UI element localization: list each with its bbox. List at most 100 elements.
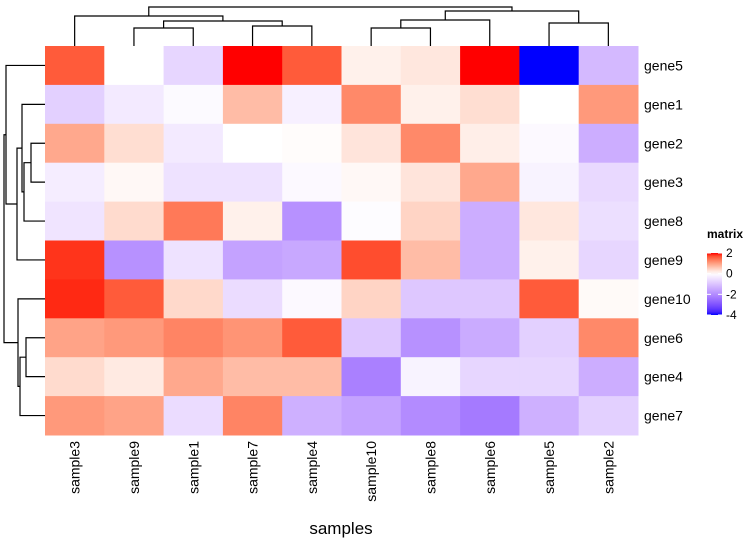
heatmap-cell xyxy=(400,123,461,164)
heatmap-cell xyxy=(104,240,165,280)
heatmap-cell xyxy=(163,240,224,280)
dendrogram-branch xyxy=(133,27,194,46)
dendrogram-branch xyxy=(21,103,45,193)
heatmap-cell xyxy=(460,201,520,241)
heatmap-cell xyxy=(460,162,520,203)
heatmap-cell xyxy=(45,318,105,358)
column-label: sample4 xyxy=(304,441,320,494)
dendrogram-branch xyxy=(3,134,18,344)
row-label: gene2 xyxy=(644,135,683,151)
legend-title: matrix xyxy=(707,227,743,241)
heatmap-cell xyxy=(341,201,402,241)
heatmap-cell xyxy=(282,279,342,319)
dendrogram-branch xyxy=(163,20,283,28)
heatmap-cell xyxy=(45,123,105,164)
heatmap-cell xyxy=(400,46,461,86)
heatmap-cell xyxy=(400,396,461,436)
column-dendrogram xyxy=(74,6,609,46)
dendrogram-branch xyxy=(370,27,432,46)
heatmap-cell xyxy=(45,84,105,125)
heatmap-cell xyxy=(163,162,224,203)
heatmap-cell xyxy=(222,123,283,164)
heatmap-cell xyxy=(400,240,461,280)
heatmap-cell xyxy=(282,240,342,280)
row-dendrogram xyxy=(3,64,45,417)
legend-tick-label: -2 xyxy=(726,287,737,301)
dendrogram-branch xyxy=(251,25,313,46)
heatmap-cell xyxy=(45,396,105,436)
heatmap-cell xyxy=(578,162,639,203)
heatmap-cell xyxy=(341,240,402,280)
heatmap-cell xyxy=(519,123,580,164)
heatmap-cell xyxy=(341,123,402,164)
heatmap-cell xyxy=(341,279,402,319)
heatmap-cell xyxy=(45,201,105,241)
heatmap-cell xyxy=(341,84,402,125)
heatmap-cell xyxy=(519,84,580,125)
column-labels: sample3 sample9 sample1 sample7 sample4 sampl… xyxy=(67,441,617,502)
heatmap-cell xyxy=(163,46,224,86)
heatmap-cell xyxy=(104,123,165,164)
column-label: sample5 xyxy=(541,441,557,494)
heatmap-cell xyxy=(163,396,224,436)
heatmap-cell xyxy=(163,201,224,241)
heatmap-cell xyxy=(519,201,580,241)
heatmap-cell xyxy=(460,84,520,125)
heatmap-cell xyxy=(282,162,342,203)
heatmap-cell xyxy=(163,84,224,125)
heatmap-cell xyxy=(222,162,283,203)
heatmap-cell xyxy=(104,46,165,86)
heatmap-cell xyxy=(163,123,224,164)
heatmap-cell xyxy=(460,240,520,280)
row-label: gene3 xyxy=(644,174,683,190)
heatmap-cell xyxy=(519,396,580,436)
legend-tick-label: 0 xyxy=(726,267,733,281)
heatmap-cell xyxy=(578,318,639,358)
dendrogram-branch xyxy=(30,142,45,183)
column-label: sample9 xyxy=(126,441,142,494)
heatmap-cell xyxy=(341,162,402,203)
heatmap-cell xyxy=(400,201,461,241)
dendrogram-branch xyxy=(5,64,45,205)
row-label: gene4 xyxy=(644,369,683,385)
heatmap-cell xyxy=(578,46,639,86)
heatmap-cell xyxy=(282,357,342,397)
heatmap-cell xyxy=(519,240,580,280)
heatmap-cell xyxy=(460,396,520,436)
heatmap-cell xyxy=(282,396,342,436)
heatmap-cell xyxy=(104,318,165,358)
legend-color-bar xyxy=(707,253,722,315)
heatmap-cell xyxy=(163,357,224,397)
heatmap-cell xyxy=(222,46,283,86)
row-label: gene5 xyxy=(644,57,683,73)
dendrogram-branch xyxy=(400,19,491,46)
row-label: gene1 xyxy=(644,96,683,112)
column-label: sample7 xyxy=(245,441,261,494)
heatmap-cell xyxy=(578,396,639,436)
heatmap-cell xyxy=(104,396,165,436)
dendrogram-branch xyxy=(148,6,513,16)
heatmap-cells xyxy=(45,46,639,436)
heatmap-cell xyxy=(578,84,639,125)
column-label: sample2 xyxy=(600,441,616,494)
heatmap-cell xyxy=(222,279,283,319)
heatmap-cell xyxy=(104,162,165,203)
heatmap-cell xyxy=(578,201,639,241)
heatmap-cell xyxy=(519,162,580,203)
heatmap-cell xyxy=(222,318,283,358)
legend: matrix 2 0 -2 -4 xyxy=(707,227,743,322)
heatmap-cell xyxy=(282,46,342,86)
heatmap-cell xyxy=(578,357,639,397)
dendrogram-branch xyxy=(23,162,45,222)
column-label: sample3 xyxy=(67,441,83,494)
heatmap-cell xyxy=(222,357,283,397)
heatmap-cell xyxy=(104,279,165,319)
heatmap-cell xyxy=(163,318,224,358)
heatmap-cell xyxy=(519,357,580,397)
legend-tick-label: 2 xyxy=(726,246,733,260)
dendrogram-branch xyxy=(17,298,45,387)
heatmap-cell xyxy=(400,162,461,203)
heatmap-cell xyxy=(45,279,105,319)
heatmap-cell xyxy=(282,201,342,241)
